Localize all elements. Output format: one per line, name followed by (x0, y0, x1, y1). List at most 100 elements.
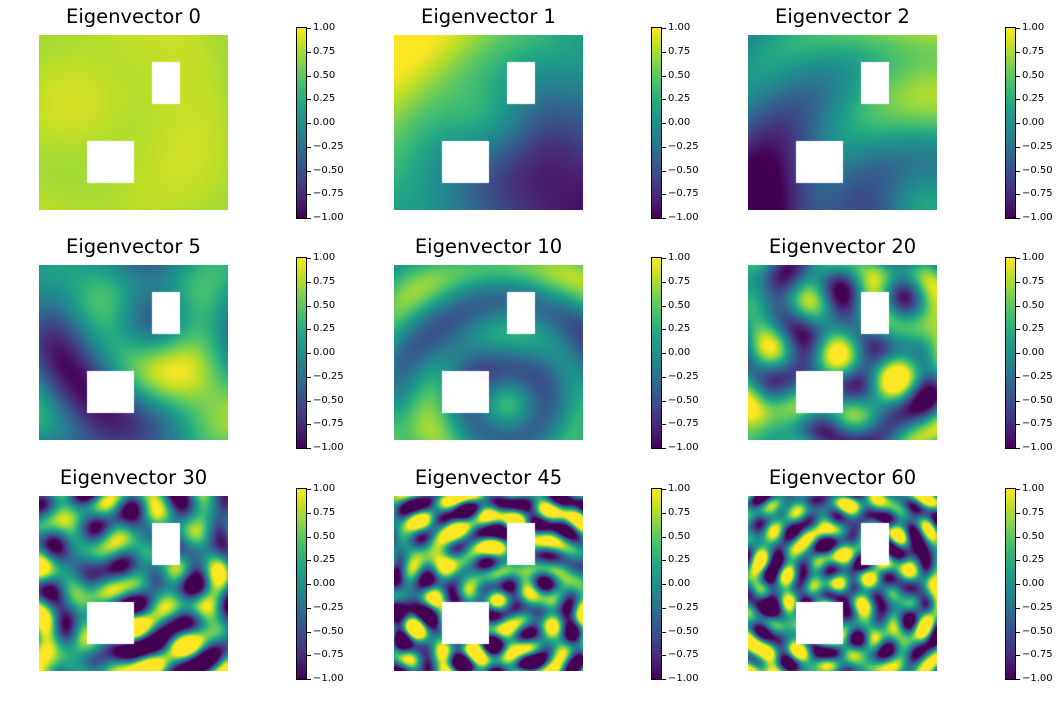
colorbar-tick (1016, 218, 1020, 219)
colorbar-tick (662, 353, 666, 354)
colorbar-tick (307, 123, 311, 124)
colorbar-tick-label: −0.75 (313, 418, 344, 429)
heatmap (748, 265, 937, 440)
colorbar-tick (307, 377, 311, 378)
colorbar-tick (307, 489, 311, 490)
heatmap (39, 265, 228, 440)
colorbar (296, 257, 307, 449)
colorbar-tick-label: 0.75 (1022, 46, 1045, 57)
panel-title: Eigenvector 20 (768, 235, 917, 258)
colorbar-tick (662, 329, 666, 330)
colorbar-tick-label: 0.00 (313, 117, 336, 128)
heatmap (39, 35, 228, 210)
panel-title: Eigenvector 10 (414, 235, 563, 258)
colorbar-tick (1016, 513, 1020, 514)
colorbar-tick (307, 306, 311, 307)
colorbar-tick (1016, 194, 1020, 195)
colorbar-tick-label: 0.00 (1022, 347, 1045, 358)
colorbar-tick-label: 1.00 (1022, 483, 1045, 494)
colorbar-tick-label: 0.00 (668, 578, 691, 589)
colorbar-tick-label: 0.50 (668, 70, 691, 81)
colorbar-tick-label: 0.50 (1022, 531, 1045, 542)
colorbar-tick-label: −0.25 (668, 141, 699, 152)
colorbar-tick (1016, 282, 1020, 283)
colorbar-tick (1016, 632, 1020, 633)
colorbar-tick (307, 448, 311, 449)
colorbar-tick (662, 377, 666, 378)
colorbar-tick-label: −0.25 (668, 371, 699, 382)
colorbar-tick-label: 0.00 (668, 117, 691, 128)
colorbar-tick (662, 28, 666, 29)
colorbar-tick-label: −1.00 (668, 212, 699, 223)
colorbar-tick (1016, 679, 1020, 680)
colorbar-tick-label: 0.50 (313, 300, 336, 311)
colorbar-tick-label: 0.75 (668, 276, 691, 287)
colorbar-tick (307, 99, 311, 100)
colorbar-tick (1016, 353, 1020, 354)
heatmap (394, 35, 583, 210)
colorbar-tick-label: −0.25 (313, 371, 344, 382)
panel-title: Eigenvector 5 (66, 235, 201, 258)
colorbar-tick (307, 76, 311, 77)
colorbar-tick-label: 0.50 (313, 70, 336, 81)
colorbar-tick (1016, 147, 1020, 148)
colorbar-tick (662, 424, 666, 425)
colorbar-tick-label: 1.00 (1022, 22, 1045, 33)
heatmap (748, 496, 937, 671)
colorbar-tick-label: 0.75 (1022, 507, 1045, 518)
heatmap (394, 496, 583, 671)
heatmap (748, 35, 937, 210)
heatmap (39, 496, 228, 671)
colorbar-tick-label: 0.75 (668, 46, 691, 57)
colorbar-tick-label: 0.25 (1022, 554, 1045, 565)
colorbar-tick (307, 584, 311, 585)
colorbar-tick (307, 218, 311, 219)
colorbar-tick (662, 584, 666, 585)
colorbar-tick-label: −0.75 (668, 188, 699, 199)
colorbar-tick-label: 1.00 (668, 483, 691, 494)
colorbar-tick-label: −0.50 (1022, 626, 1053, 637)
colorbar-tick-label: 0.00 (1022, 117, 1045, 128)
colorbar-tick (307, 608, 311, 609)
colorbar-tick (307, 537, 311, 538)
colorbar-tick-label: 1.00 (668, 22, 691, 33)
colorbar (296, 488, 307, 680)
colorbar-tick (307, 679, 311, 680)
colorbar-tick-label: 1.00 (1022, 252, 1045, 263)
colorbar-tick-label: −0.50 (313, 626, 344, 637)
colorbar-tick-label: −0.25 (1022, 371, 1053, 382)
colorbar-tick-label: −1.00 (1022, 212, 1053, 223)
colorbar-tick (662, 52, 666, 53)
colorbar-tick-label: 0.25 (313, 323, 336, 334)
colorbar (296, 27, 307, 219)
colorbar-tick-label: −0.50 (313, 165, 344, 176)
colorbar-tick-label: 0.25 (668, 93, 691, 104)
colorbar-tick (662, 123, 666, 124)
colorbar-tick-label: 1.00 (313, 22, 336, 33)
colorbar-tick (1016, 306, 1020, 307)
colorbar-tick-label: −0.25 (1022, 141, 1053, 152)
panel-title: Eigenvector 0 (66, 5, 201, 28)
colorbar-tick (662, 282, 666, 283)
colorbar-tick (1016, 377, 1020, 378)
colorbar-tick-label: −0.75 (1022, 188, 1053, 199)
colorbar-tick (662, 99, 666, 100)
colorbar-tick (307, 171, 311, 172)
panel-title: Eigenvector 1 (421, 5, 556, 28)
colorbar-tick-label: 0.75 (1022, 276, 1045, 287)
colorbar (1005, 257, 1016, 449)
colorbar-tick (307, 424, 311, 425)
colorbar-tick (307, 513, 311, 514)
colorbar-tick-label: −0.25 (313, 141, 344, 152)
colorbar-tick (662, 655, 666, 656)
colorbar-tick (662, 679, 666, 680)
colorbar-tick (1016, 424, 1020, 425)
colorbar-tick-label: −0.25 (668, 602, 699, 613)
colorbar-tick-label: −0.25 (313, 602, 344, 613)
colorbar-tick-label: 0.50 (668, 531, 691, 542)
colorbar-tick (1016, 52, 1020, 53)
colorbar-tick-label: −1.00 (313, 212, 344, 223)
colorbar-tick (307, 353, 311, 354)
colorbar-tick-label: −1.00 (313, 673, 344, 684)
colorbar-tick-label: 0.25 (668, 554, 691, 565)
